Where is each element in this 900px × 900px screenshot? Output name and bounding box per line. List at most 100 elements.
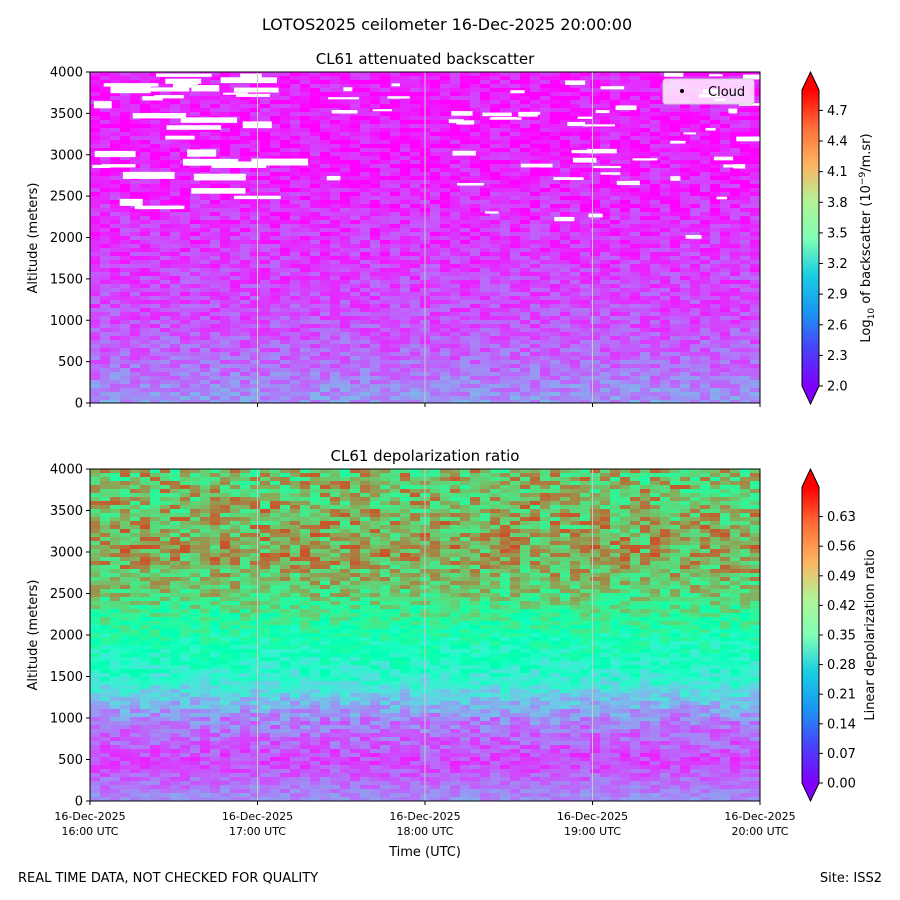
- backscatter-heatmap-cell: [690, 296, 701, 301]
- backscatter-heatmap-cell: [330, 156, 341, 161]
- backscatter-heatmap-cell: [480, 332, 491, 337]
- backscatter-heatmap-cell: [710, 176, 721, 181]
- backscatter-heatmap-cell: [510, 240, 521, 245]
- backscatter-heatmap-cell: [600, 120, 611, 125]
- backscatter-heatmap-cell: [240, 228, 251, 233]
- backscatter-heatmap-cell: [730, 320, 741, 325]
- backscatter-heatmap-cell: [450, 140, 461, 145]
- backscatter-heatmap-cell: [710, 292, 721, 297]
- backscatter-heatmap-cell: [520, 100, 531, 105]
- backscatter-heatmap-cell: [350, 120, 361, 125]
- backscatter-heatmap-cell: [530, 104, 541, 109]
- backscatter-heatmap-cell: [630, 192, 641, 197]
- backscatter-heatmap-cell: [90, 292, 101, 297]
- backscatter-heatmap-cell: [190, 292, 201, 297]
- backscatter-heatmap-cell: [660, 216, 671, 221]
- backscatter-heatmap-cell: [480, 184, 491, 189]
- backscatter-heatmap-cell: [110, 316, 121, 321]
- backscatter-heatmap-cell: [90, 168, 101, 173]
- backscatter-heatmap-cell: [520, 156, 531, 161]
- backscatter-heatmap-cell: [140, 240, 151, 245]
- backscatter-heatmap-cell: [110, 264, 121, 269]
- backscatter-heatmap-cell: [180, 172, 191, 177]
- backscatter-heatmap-cell: [540, 240, 551, 245]
- backscatter-heatmap-cell: [330, 320, 341, 325]
- backscatter-heatmap-cell: [720, 232, 731, 237]
- backscatter-heatmap-cell: [750, 188, 760, 193]
- backscatter-heatmap-cell: [410, 92, 421, 97]
- backscatter-heatmap-cell: [490, 320, 501, 325]
- backscatter-heatmap-cell: [590, 268, 601, 273]
- backscatter-heatmap-cell: [340, 188, 351, 193]
- backscatter-heatmap-cell: [370, 184, 381, 189]
- backscatter-heatmap-cell: [220, 148, 231, 153]
- backscatter-heatmap-cell: [490, 144, 501, 149]
- backscatter-heatmap-cell: [440, 256, 451, 261]
- backscatter-heatmap-cell: [490, 124, 501, 129]
- backscatter-heatmap-cell: [600, 104, 611, 109]
- backscatter-heatmap-cell: [220, 112, 231, 117]
- backscatter-heatmap-cell: [380, 320, 391, 325]
- backscatter-heatmap-cell: [450, 196, 461, 201]
- backscatter-heatmap-cell: [620, 264, 631, 269]
- backscatter-heatmap-cell: [650, 252, 661, 257]
- backscatter-heatmap-cell: [100, 92, 111, 97]
- backscatter-heatmap-cell: [260, 280, 271, 285]
- backscatter-heatmap-cell: [570, 196, 581, 201]
- backscatter-heatmap-cell: [510, 316, 521, 321]
- backscatter-heatmap-cell: [150, 196, 161, 201]
- backscatter-heatmap-cell: [270, 232, 281, 237]
- backscatter-heatmap-cell: [560, 192, 571, 197]
- backscatter-heatmap-cell: [610, 360, 621, 365]
- backscatter-heatmap-cell: [400, 156, 411, 161]
- backscatter-heatmap-cell: [740, 324, 751, 329]
- backscatter-heatmap-cell: [180, 328, 191, 333]
- backscatter-heatmap-cell: [730, 180, 741, 185]
- backscatter-heatmap-cell: [110, 156, 121, 161]
- backscatter-heatmap-cell: [300, 172, 311, 177]
- backscatter-heatmap-cell: [320, 92, 331, 97]
- backscatter-heatmap-cell: [660, 172, 671, 177]
- backscatter-heatmap-cell: [310, 96, 321, 101]
- backscatter-heatmap-cell: [180, 344, 191, 349]
- backscatter-heatmap-cell: [160, 240, 171, 245]
- backscatter-heatmap-cell: [330, 100, 341, 105]
- backscatter-heatmap-cell: [390, 308, 401, 313]
- backscatter-heatmap-cell: [360, 100, 371, 105]
- backscatter-heatmap-cell: [660, 156, 671, 161]
- backscatter-heatmap-cell: [590, 96, 601, 101]
- backscatter-heatmap-cell: [590, 332, 601, 337]
- backscatter-heatmap-cell: [100, 180, 111, 185]
- backscatter-heatmap-cell: [650, 220, 661, 225]
- backscatter-heatmap-cell: [390, 268, 401, 273]
- backscatter-heatmap-cell: [520, 116, 531, 121]
- backscatter-heatmap-cell: [480, 96, 491, 101]
- backscatter-heatmap-cell: [400, 140, 411, 145]
- backscatter-heatmap-cell: [230, 252, 241, 257]
- backscatter-heatmap-cell: [480, 292, 491, 297]
- backscatter-heatmap-cell: [390, 196, 401, 201]
- backscatter-heatmap-cell: [210, 192, 221, 197]
- backscatter-heatmap-cell: [530, 232, 541, 237]
- backscatter-heatmap-cell: [290, 332, 301, 337]
- backscatter-heatmap-cell: [370, 164, 381, 169]
- backscatter-heatmap-cell: [710, 196, 721, 201]
- backscatter-heatmap-cell: [170, 248, 181, 253]
- backscatter-heatmap-cell: [150, 360, 161, 365]
- backscatter-heatmap-cell: [300, 208, 311, 213]
- backscatter-heatmap-cell: [560, 196, 571, 201]
- backscatter-heatmap-cell: [650, 348, 661, 353]
- backscatter-heatmap-cell: [220, 268, 231, 273]
- backscatter-heatmap-cell: [190, 308, 201, 313]
- backscatter-heatmap-cell: [720, 320, 731, 325]
- backscatter-heatmap-cell: [190, 144, 201, 149]
- backscatter-heatmap-cell: [730, 272, 741, 277]
- backscatter-heatmap-cell: [680, 128, 691, 133]
- backscatter-heatmap-cell: [190, 324, 201, 329]
- backscatter-heatmap-cell: [440, 332, 451, 337]
- backscatter-heatmap-cell: [720, 248, 731, 253]
- backscatter-heatmap-cell: [210, 168, 221, 173]
- backscatter-heatmap-cell: [580, 112, 591, 117]
- backscatter-heatmap-cell: [630, 260, 641, 265]
- backscatter-heatmap-cell: [710, 104, 721, 109]
